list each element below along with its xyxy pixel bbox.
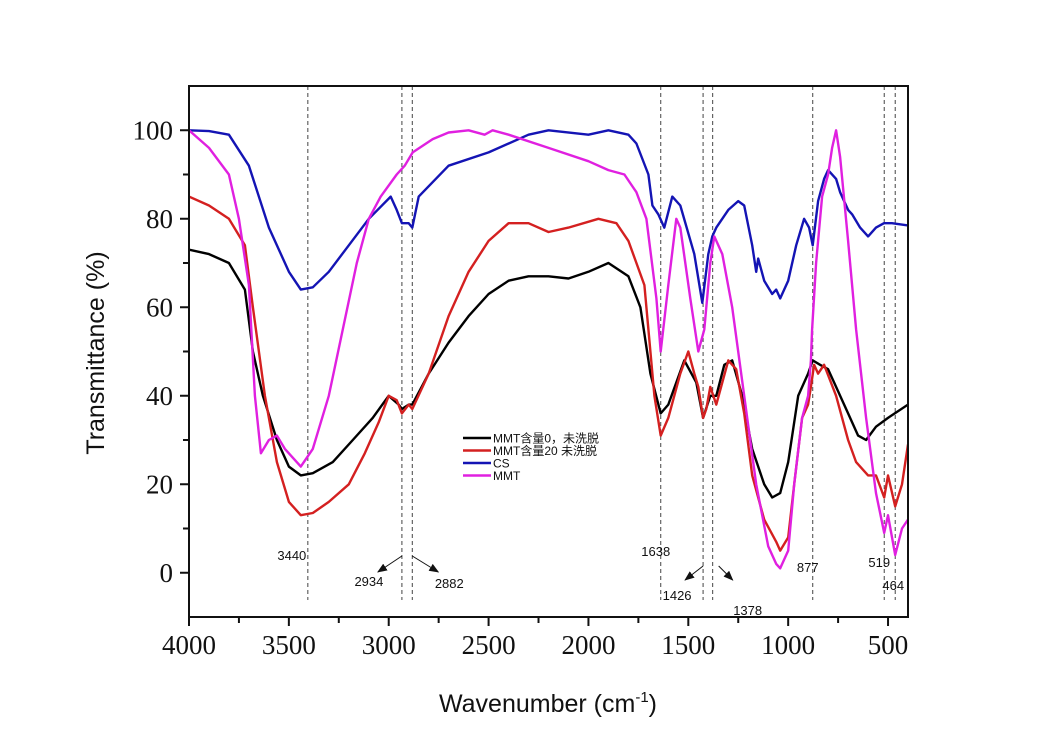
legend-label-0: MMT含量0，未洗脱 (493, 431, 599, 446)
legend-label-3: MMT (493, 469, 521, 483)
series-layer (189, 129, 908, 570)
annotation-label-877: 877 (797, 560, 819, 575)
annotation-label-519: 519 (868, 555, 890, 570)
x-axis-title-close: ) (649, 690, 657, 718)
x-axis-title-sup: -1 (635, 689, 648, 706)
annotation-label-464: 464 (882, 578, 904, 593)
annotation-label-3440: 3440 (277, 548, 306, 563)
y-axis: 0 20 40 60 80 100 (133, 115, 189, 588)
y-tick-label: 20 (146, 469, 173, 499)
legend-label-2: CS (493, 457, 510, 471)
annotation-label-1378: 1378 (733, 603, 762, 618)
y-axis-title: Transmittance (%) (82, 251, 110, 454)
x-tick-label: 2000 (561, 630, 615, 660)
annotation-label-1426: 1426 (663, 588, 692, 603)
x-axis-title: Wavenumber (cm-1) (439, 689, 657, 718)
annotation-label-2882: 2882 (435, 576, 464, 591)
plot-frame (188, 85, 909, 618)
annotations: 3440 2934 2882 1638 1426 1378 877 519 464 (277, 544, 904, 618)
x-tick-label: 1500 (661, 630, 715, 660)
annotation-arrow-1378 (718, 565, 734, 581)
x-tick-label: 1000 (761, 630, 815, 660)
annotation-arrow-1426 (684, 565, 704, 581)
y-tick-label: 40 (146, 381, 173, 411)
x-tick-label: 4000 (162, 630, 216, 660)
y-tick-label: 0 (160, 558, 174, 588)
series-line-2 (189, 129, 908, 304)
x-tick-label: 3000 (362, 630, 416, 660)
annotation-label-2934: 2934 (354, 574, 383, 589)
y-tick-label: 80 (146, 204, 173, 234)
legend-label-1: MMT含量20 未洗脱 (493, 443, 597, 458)
y-tick-label: 100 (133, 115, 174, 145)
annotation-arrow-2934 (377, 555, 403, 573)
x-tick-label: 500 (868, 630, 909, 660)
annotation-arrow-2882 (412, 555, 440, 573)
series-line-3 (189, 129, 908, 570)
series-line-1 (189, 195, 908, 552)
x-axis-title-main: Wavenumber (cm (439, 690, 635, 718)
x-tick-label: 3500 (262, 630, 316, 660)
y-tick-label: 60 (146, 292, 173, 322)
annotation-label-1638: 1638 (641, 544, 670, 559)
x-axis: 4000 3500 3000 2500 2000 1500 1000 500 (162, 617, 908, 660)
series-line-0 (189, 248, 908, 499)
reference-lines (307, 86, 896, 600)
x-tick-label: 2500 (462, 630, 516, 660)
